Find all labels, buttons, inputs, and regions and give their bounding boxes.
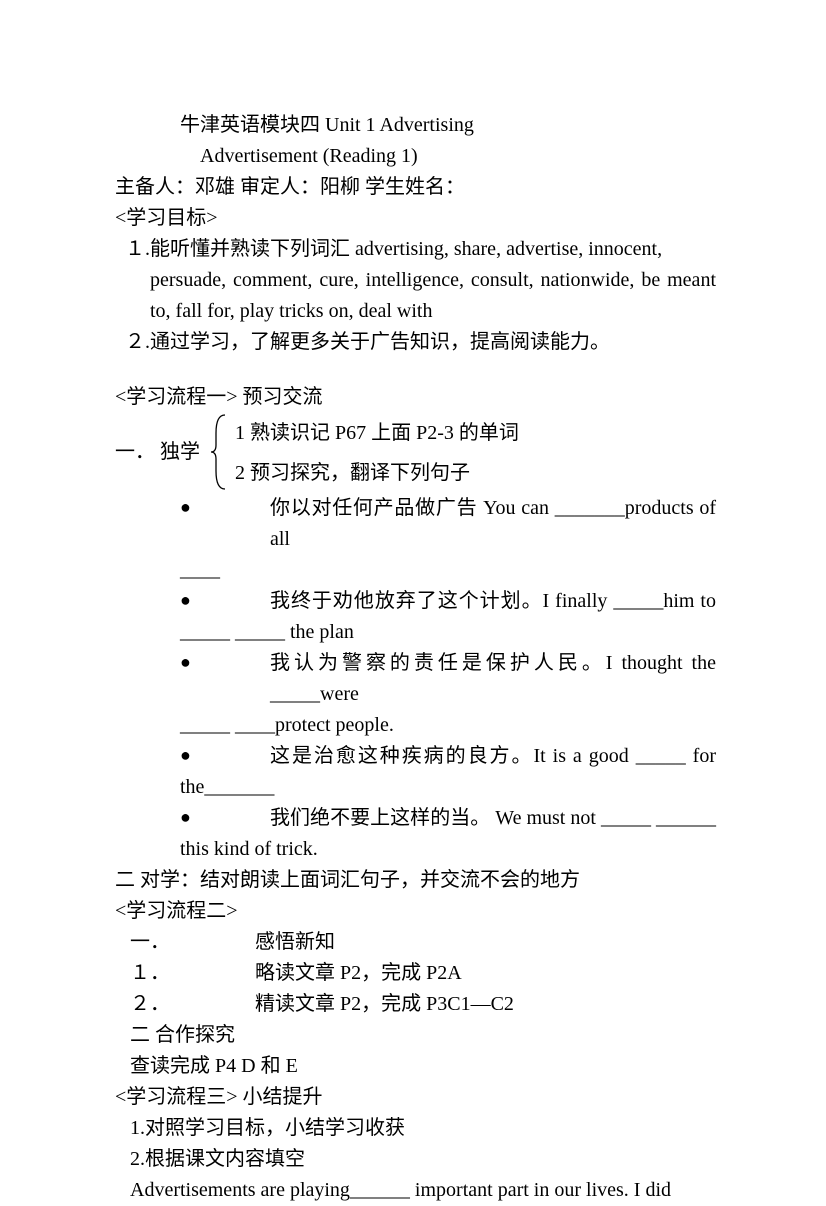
flow3-p2: 2.根据课文内容填空 — [115, 1144, 716, 1175]
bullet-marker: ● — [180, 803, 270, 834]
enum-text: 感悟新知 — [255, 927, 335, 958]
title-line-2: Advertisement (Reading 1) — [115, 141, 716, 172]
bullet-marker: ● — [180, 586, 270, 617]
bullet-3: ●我认为警察的责任是保护人民。I thought the _____were _… — [180, 648, 716, 741]
bullet-text: 这是治愈这种疾病的良方。It is a good _____ for — [270, 741, 716, 772]
enum-label: １． — [130, 958, 255, 989]
bullet-cont: the_______ — [180, 772, 716, 803]
goal-1-line-b: persuade, comment, cure, intelligence, c… — [115, 265, 716, 327]
bullet-2: ●我终于劝他放弃了这个计划。I finally _____him to ____… — [180, 586, 716, 648]
flow2-item-1: 一． 感悟新知 — [115, 927, 716, 958]
bullet-4: ●这是治愈这种疾病的良方。It is a good _____ for the_… — [180, 741, 716, 803]
meta-authors: 主备人：邓雄 审定人：阳柳 学生姓名： — [115, 172, 716, 203]
title-line-1: 牛津英语模块四 Unit 1 Advertising — [115, 110, 716, 141]
document-page: 牛津英语模块四 Unit 1 Advertising Advertisement… — [0, 0, 826, 1206]
brace-items: 1 熟读识记 P67 上面 P2-3 的单词 2 预习探究，翻译下列句子 — [230, 413, 519, 493]
flow3-heading: <学习流程三> 小结提升 — [115, 1082, 716, 1113]
bullet-marker: ● — [180, 741, 270, 772]
flow1-heading: <学习流程一> 预习交流 — [115, 382, 716, 413]
goal-2: ２.通过学习，了解更多关于广告知识，提高阅读能力。 — [115, 327, 716, 358]
bullet-cont: _____ ____protect people. — [180, 710, 716, 741]
flow3-fill: Advertisements are playing______ importa… — [115, 1175, 716, 1206]
bullet-cont: ____ — [180, 555, 716, 586]
enum-text: 精读文章 P2，完成 P3C1—C2 — [255, 989, 514, 1020]
duixue-line: 二 对学：结对朗读上面词汇句子，并交流不会的地方 — [115, 865, 716, 896]
bullet-marker: ● — [180, 493, 270, 555]
bullet-1: ●你以对任何产品做广告 You can _______products of a… — [180, 493, 716, 586]
enum-text: 略读文章 P2，完成 P2A — [255, 958, 462, 989]
enum-label: ２． — [130, 989, 255, 1020]
brace-item-1: 1 熟读识记 P67 上面 P2-3 的单词 — [235, 413, 519, 453]
duxue-label: 一． 独学 — [115, 413, 210, 468]
flow2-heading: <学习流程二> — [115, 896, 716, 927]
bullet-list: ●你以对任何产品做广告 You can _______products of a… — [115, 493, 716, 865]
brace-item-2: 2 预习探究，翻译下列句子 — [235, 453, 519, 493]
goal-1-line-a: １.能听懂并熟读下列词汇 advertising, share, adverti… — [115, 234, 716, 265]
bullet-cont: this kind of trick. — [180, 834, 716, 865]
bullet-text: 我认为警察的责任是保护人民。I thought the _____were — [270, 648, 716, 710]
enum-label: 一． — [130, 927, 255, 958]
flow2-coop: 二 合作探究 — [115, 1020, 716, 1051]
bullet-marker: ● — [180, 648, 270, 710]
flow3-p1: 1.对照学习目标，小结学习收获 — [115, 1113, 716, 1144]
bullet-5: ●我们绝不要上这样的当。 We must not _____ ______ th… — [180, 803, 716, 865]
section-goals-heading: <学习目标> — [115, 203, 716, 234]
bullet-text: 我终于劝他放弃了这个计划。I finally _____him to — [270, 586, 716, 617]
brace-icon — [210, 413, 230, 487]
spacer — [115, 358, 716, 382]
flow2-item-3: ２． 精读文章 P2，完成 P3C1—C2 — [115, 989, 716, 1020]
flow2-coop-detail: 查读完成 P4 D 和 E — [115, 1051, 716, 1082]
duxue-block: 一． 独学 1 熟读识记 P67 上面 P2-3 的单词 2 预习探究，翻译下列… — [115, 413, 716, 493]
bullet-cont: _____ _____ the plan — [180, 617, 716, 648]
bullet-text: 你以对任何产品做广告 You can _______products of al… — [270, 493, 716, 555]
flow2-item-2: １． 略读文章 P2，完成 P2A — [115, 958, 716, 989]
bullet-text: 我们绝不要上这样的当。 We must not _____ ______ — [270, 803, 716, 834]
